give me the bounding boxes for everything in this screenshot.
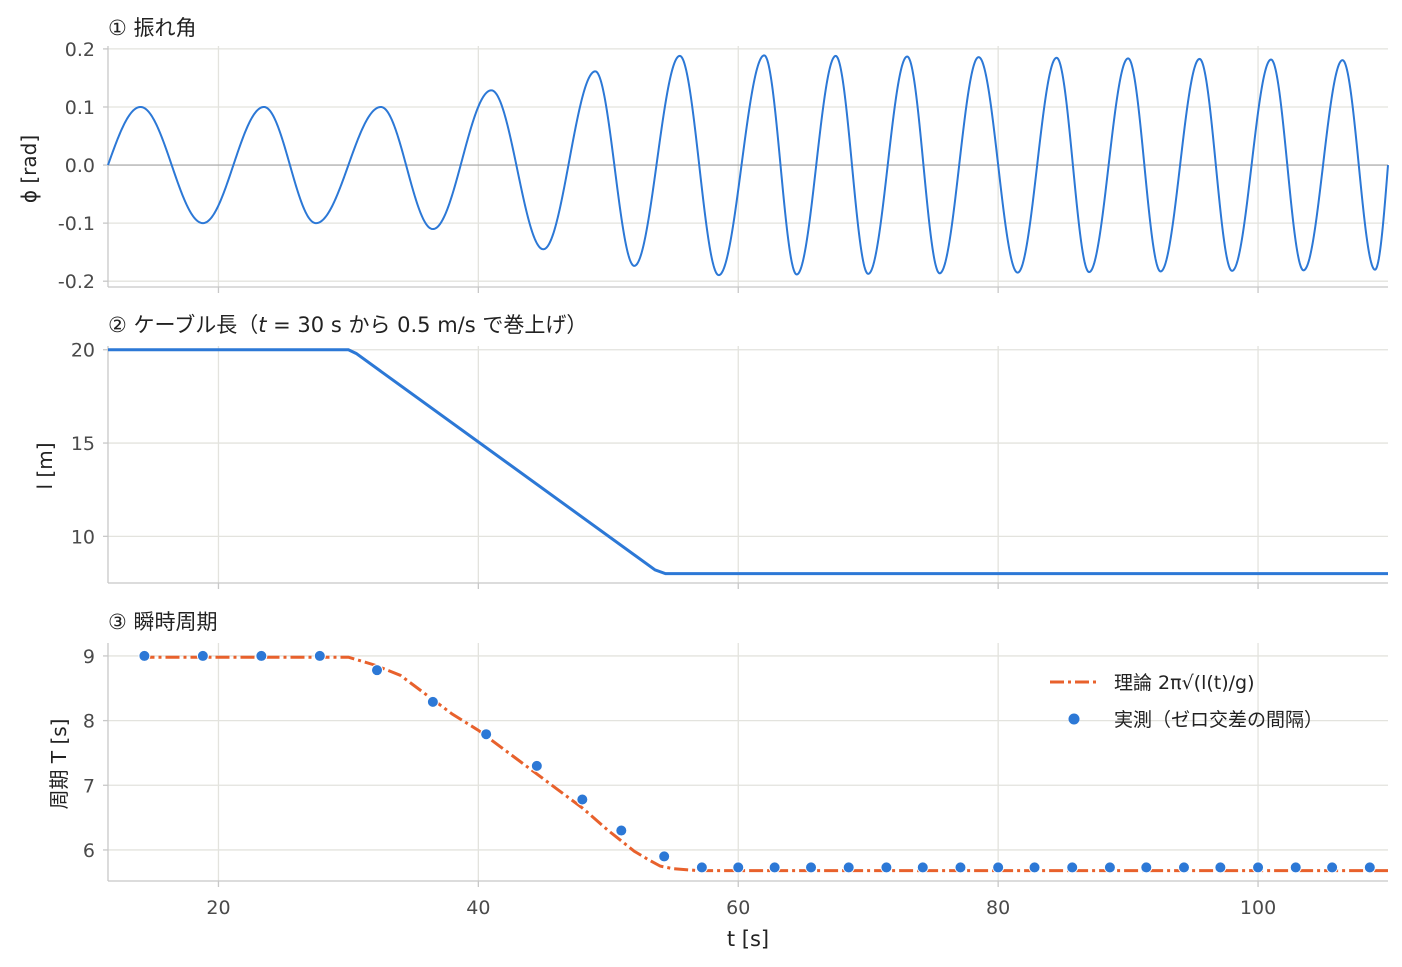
measured-point <box>1289 861 1302 874</box>
measured-point <box>992 861 1005 874</box>
measured-point <box>916 861 929 874</box>
panel3-axes <box>103 643 1388 887</box>
measured-point <box>1326 861 1339 874</box>
panel3-x-ticks: 20 40 60 80 100 <box>206 897 1276 919</box>
x-axis-label: t [s] <box>727 927 769 951</box>
measured-point <box>480 728 493 741</box>
measured-point <box>1363 861 1376 874</box>
measured-point <box>576 793 589 806</box>
panel1-title: ① 振れ角 <box>108 16 197 40</box>
measured-point <box>313 649 326 662</box>
measured-point <box>658 850 671 863</box>
y-tick-label: 15 <box>71 433 95 455</box>
y-tick-label: 7 <box>83 775 95 797</box>
panel2-title-part2: = 30 s から 0.5 m/s で巻上げ） <box>266 313 587 337</box>
measured-point <box>1140 861 1153 874</box>
panel1-y-ticks: -0.2 -0.1 0.0 0.1 0.2 <box>58 39 95 293</box>
legend-theory-label: 理論 2π√(l(t)/g) <box>1114 672 1255 694</box>
measured-point <box>805 861 818 874</box>
measured-point <box>695 861 708 874</box>
measured-point <box>138 649 151 662</box>
measured-point <box>880 861 893 874</box>
measured-point <box>255 649 268 662</box>
measured-point <box>954 861 967 874</box>
y-tick-label: 9 <box>83 646 95 668</box>
measured-point <box>370 664 383 677</box>
panel2-series <box>108 348 1388 576</box>
panel-instant-period: ③ 瞬時周期 6 7 8 9 20 40 60 80 100 周期 T [s] t [s] 理… <box>47 610 1388 951</box>
panel2-axes <box>103 346 1388 589</box>
panel1-grid <box>108 46 1388 287</box>
measured-point <box>1066 861 1079 874</box>
panel2-title: ② ケーブル長（t = 30 s から 0.5 m/s で巻上げ） <box>108 313 587 337</box>
panel1-series <box>107 54 1389 277</box>
x-tick-label: 20 <box>206 897 230 919</box>
measured-point <box>732 861 745 874</box>
y-tick-label: 0.2 <box>65 39 95 61</box>
measured-point <box>530 759 543 772</box>
measured-point <box>768 861 781 874</box>
measured-point <box>615 824 628 837</box>
y-tick-label: 10 <box>71 526 95 548</box>
legend-measured-label: 実測（ゼロ交差の間隔） <box>1114 709 1323 731</box>
y-tick-label: -0.2 <box>58 271 95 293</box>
panel2-title-var: t <box>258 313 267 337</box>
x-tick-label: 60 <box>726 897 750 919</box>
angle-series-line <box>107 54 1389 277</box>
panel3-y-label: 周期 T [s] <box>47 719 71 810</box>
y-tick-label: 8 <box>83 711 95 733</box>
y-tick-label: 20 <box>71 340 95 362</box>
measured-point <box>196 649 209 662</box>
x-tick-label: 40 <box>466 897 490 919</box>
cable-length-line <box>108 348 1388 576</box>
y-tick-label: 0.1 <box>65 97 95 119</box>
y-tick-label: -0.1 <box>58 213 95 235</box>
panel3-series <box>138 649 1388 874</box>
y-tick-label: 0.0 <box>65 155 95 177</box>
legend: 理論 2π√(l(t)/g) 実測（ゼロ交差の間隔） <box>1050 672 1323 731</box>
measured-point <box>1177 861 1190 874</box>
legend-measured-swatch <box>1068 713 1080 725</box>
panel2-y-label: l [m] <box>33 442 57 489</box>
measured-point <box>1252 861 1265 874</box>
panel2-y-ticks: 10 15 20 <box>71 340 95 549</box>
theory-series-line <box>140 655 1388 873</box>
measured-point <box>1028 861 1041 874</box>
measured-point <box>842 861 855 874</box>
panel3-title: ③ 瞬時周期 <box>108 610 218 634</box>
panel-swing-angle: ① 振れ角 -0.2 -0.1 0.0 0.1 0.2 ϕ [rad] <box>17 16 1389 293</box>
measured-point <box>1103 861 1116 874</box>
y-tick-label: 6 <box>83 840 95 862</box>
panel3-y-ticks: 6 7 8 9 <box>83 646 95 862</box>
x-tick-label: 80 <box>986 897 1010 919</box>
panel-cable-length: ② ケーブル長（t = 30 s から 0.5 m/s で巻上げ） 10 15 20… <box>33 313 1388 589</box>
panel2-grid <box>108 346 1388 583</box>
panel2-title-part1: ② ケーブル長（ <box>108 313 258 337</box>
panel1-axes <box>103 46 1388 293</box>
panel1-y-label: ϕ [rad] <box>17 135 41 203</box>
measured-point <box>426 695 439 708</box>
measured-point <box>1214 861 1227 874</box>
x-tick-label: 100 <box>1240 897 1276 919</box>
